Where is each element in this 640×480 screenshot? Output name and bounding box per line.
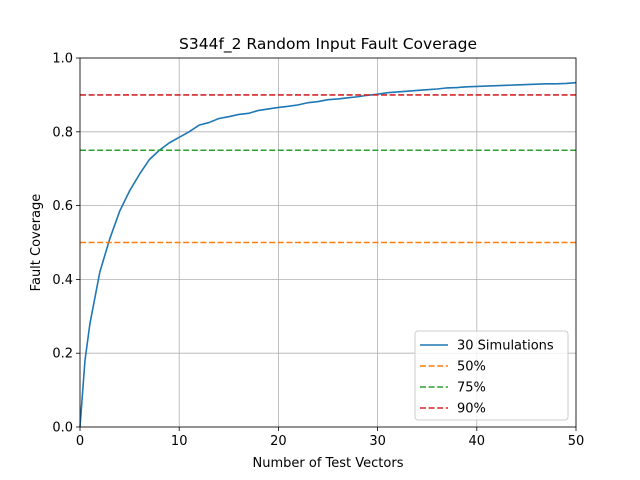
x-tick-label: 0 xyxy=(76,434,84,449)
plot-series xyxy=(79,81,577,428)
x-axis-label: Number of Test Vectors xyxy=(253,456,404,471)
y-tick-label: 0.8 xyxy=(52,125,73,140)
legend-label-50: 50% xyxy=(457,360,486,375)
legend-label-75: 75% xyxy=(457,381,486,396)
x-tick-label: 30 xyxy=(369,434,386,449)
x-tick-label: 40 xyxy=(469,434,486,449)
y-tick-label: 0.6 xyxy=(52,199,73,214)
x-tick-label: 20 xyxy=(270,434,287,449)
y-tick-label: 0.2 xyxy=(52,347,73,362)
series-line-30-simulations xyxy=(79,81,577,428)
y-tick-label: 0.4 xyxy=(52,273,73,288)
y-tick-label: 1.0 xyxy=(52,52,73,67)
x-tick-label: 50 xyxy=(568,434,585,449)
legend-label-30-simulations: 30 Simulations xyxy=(457,339,554,354)
axis-ticks: 0 10 20 30 40 50 0.0 0.2 0.4 0.6 0.8 1.0 xyxy=(52,52,584,450)
x-tick-label: 10 xyxy=(171,434,188,449)
legend-label-90: 90% xyxy=(457,402,486,417)
chart-title: S344f_2 Random Input Fault Coverage xyxy=(179,35,477,54)
y-tick-label: 0.0 xyxy=(52,421,73,436)
legend-box xyxy=(414,330,569,421)
y-axis-label: Fault Coverage xyxy=(29,194,44,292)
legend: 30 Simulations 50% 75% 90% xyxy=(414,330,569,421)
plot-frame xyxy=(79,57,577,428)
